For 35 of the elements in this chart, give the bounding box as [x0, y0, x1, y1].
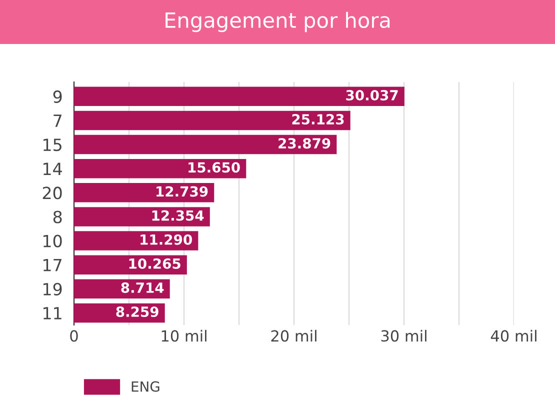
y-tick-label: 9	[53, 90, 62, 104]
y-tick-label: 7	[54, 114, 62, 127]
y-tick-label: 15	[44, 138, 62, 152]
x-tick-label: 40 mil	[490, 330, 536, 342]
bar	[74, 86, 404, 106]
y-tick-label: 17	[44, 259, 62, 272]
bar	[74, 255, 187, 274]
bar	[74, 158, 246, 178]
y-tick-label: 11	[44, 307, 62, 320]
x-tick-label: 30 mil	[381, 330, 426, 342]
data-label: 11.290	[140, 234, 192, 245]
bar	[74, 207, 210, 226]
legend-label: ENG	[132, 381, 160, 392]
y-tick-label: 10	[44, 234, 62, 248]
data-label: 15.650	[188, 162, 240, 173]
data-label: 30.037	[346, 90, 398, 100]
data-label: 23.879	[278, 138, 330, 149]
bar	[74, 183, 214, 202]
data-label: 10.265	[129, 258, 180, 269]
data-label: 8.714	[121, 282, 164, 293]
y-tick-label: 8	[53, 210, 62, 224]
x-tick-label: 20 mil	[271, 330, 316, 342]
bar	[74, 231, 198, 250]
data-label: 12.739	[156, 186, 208, 197]
y-tick-label: 14	[44, 162, 62, 175]
x-tick-label: 0	[70, 330, 78, 342]
y-tick-label: 20	[42, 186, 62, 200]
chart-title: Engagement por hora	[166, 12, 390, 32]
bar	[74, 134, 337, 154]
y-tick-label: 19	[44, 282, 62, 296]
data-label: 8.259	[116, 306, 158, 317]
bar	[74, 110, 350, 130]
data-label: 12.354	[152, 210, 204, 221]
x-tick-label: 10 mil	[162, 330, 206, 342]
data-label: 25.123	[292, 114, 344, 125]
